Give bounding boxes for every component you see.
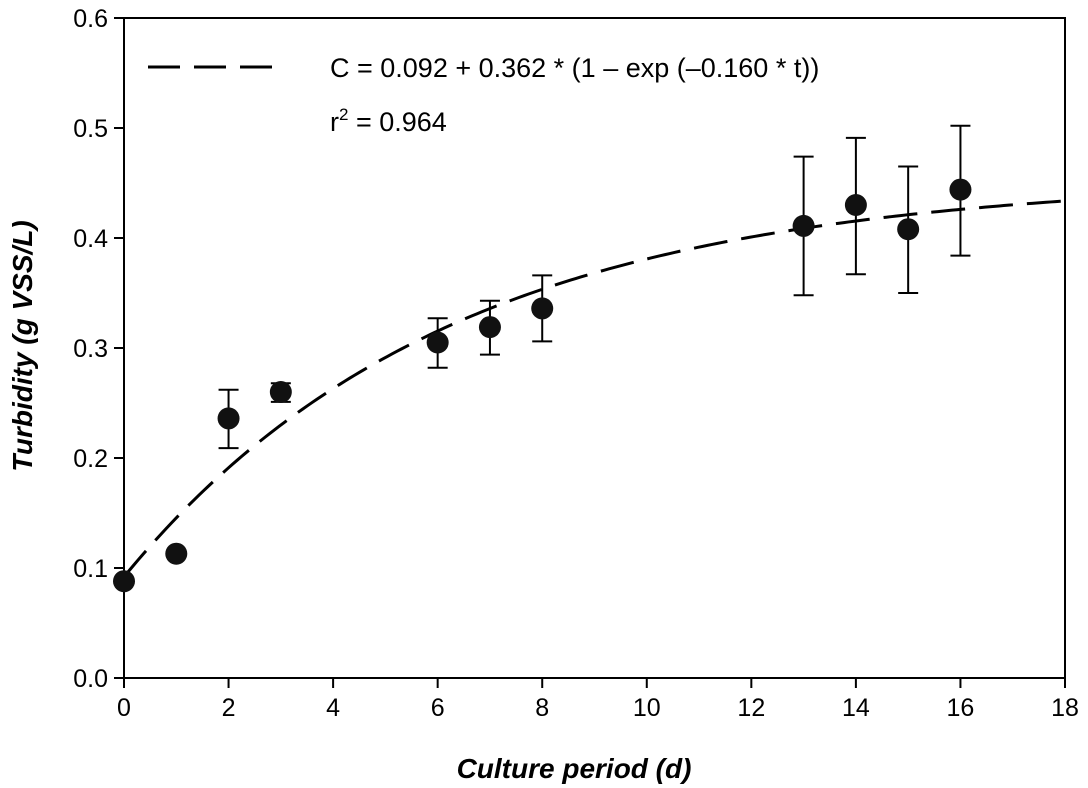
y-tick-label: 0.1 <box>73 555 108 583</box>
y-tick-label: 0.6 <box>73 5 108 33</box>
y-tick-label: 0.0 <box>73 665 108 693</box>
y-axis-title: Turbidity (g VSS/L) <box>7 220 38 471</box>
data-point <box>269 381 292 403</box>
data-point <box>478 316 501 339</box>
y-tick-label: 0.5 <box>73 115 108 143</box>
x-tick-label: 8 <box>535 694 549 722</box>
legend-r-squared: r2 = 0.964 <box>330 105 447 137</box>
legend-equation: C = 0.092 + 0.362 * (1 – exp (–0.160 * t… <box>330 53 819 83</box>
data-point <box>165 542 188 565</box>
data-point <box>949 178 972 201</box>
x-tick-label: 14 <box>842 694 870 722</box>
x-tick-label: 18 <box>1051 694 1079 722</box>
x-axis-ticks: 0 2 4 6 8 10 12 14 16 18 <box>117 678 1079 722</box>
data-point <box>792 214 815 237</box>
error-bars <box>218 124 971 450</box>
data-point <box>897 218 920 241</box>
x-tick-label: 16 <box>947 694 975 722</box>
y-tick-label: 0.3 <box>73 335 108 363</box>
r2-base: r <box>330 107 339 137</box>
x-tick-label: 6 <box>431 694 445 722</box>
plot-frame <box>123 17 1066 679</box>
data-point <box>844 194 867 216</box>
x-tick-label: 2 <box>222 694 236 722</box>
r2-superscript: 2 <box>339 105 348 124</box>
data-point <box>217 407 240 430</box>
fit-curve-line <box>122 199 1066 578</box>
x-axis-title: Culture period (d) <box>457 753 692 784</box>
y-tick-label: 0.4 <box>73 225 108 253</box>
y-tick-label: 0.2 <box>73 445 108 473</box>
legend: C = 0.092 + 0.362 * (1 – exp (–0.160 * t… <box>148 53 819 137</box>
x-tick-label: 10 <box>633 694 661 722</box>
data-points <box>113 178 972 593</box>
x-tick-label: 12 <box>737 694 765 722</box>
data-point <box>426 331 449 354</box>
data-point <box>531 297 554 320</box>
x-tick-label: 4 <box>326 694 340 722</box>
data-point <box>113 570 135 593</box>
y-axis-ticks: 0.0 0.1 0.2 0.3 0.4 0.5 0.6 <box>73 5 124 693</box>
r2-value: = 0.964 <box>348 107 446 137</box>
x-tick-label: 0 <box>117 694 131 722</box>
